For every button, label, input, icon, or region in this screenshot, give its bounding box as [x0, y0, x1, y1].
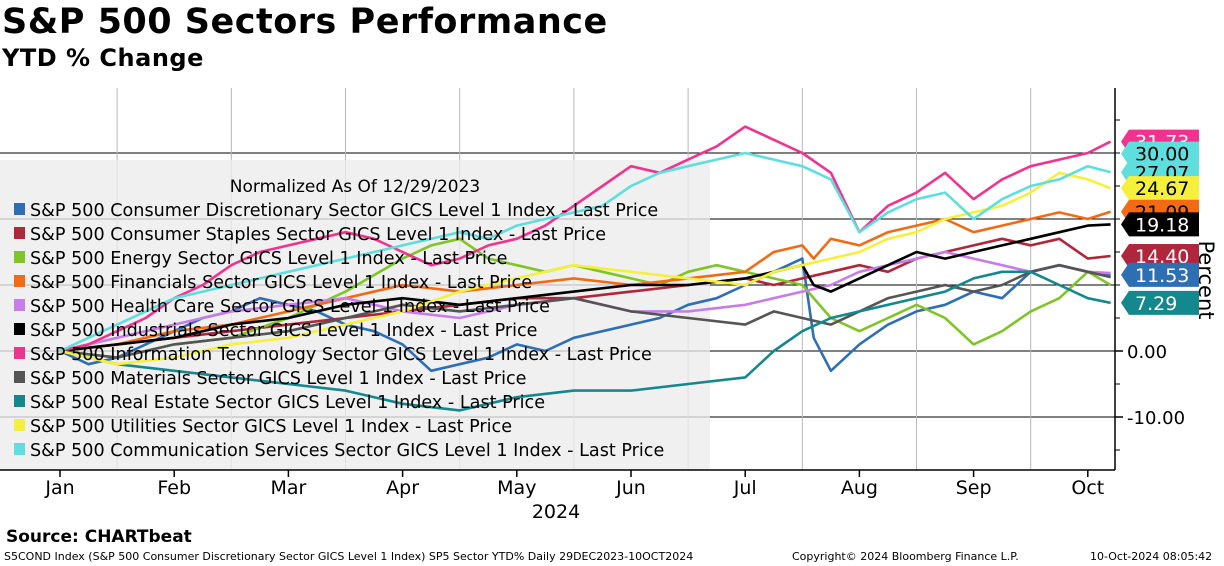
- legend-label: S&P 500 Consumer Staples Sector GICS Lev…: [30, 225, 606, 245]
- legend-label: S&P 500 Communication Services Sector GI…: [30, 441, 664, 461]
- legend-swatch: [14, 347, 25, 359]
- legend-swatch: [14, 419, 25, 431]
- legend-label: S&P 500 Utilities Sector GICS Level 1 In…: [30, 417, 512, 437]
- series-line-1: [59, 237, 1111, 353]
- series-line-7: [59, 263, 1111, 359]
- x-tick-label: Jan: [44, 477, 74, 499]
- source-note: Source: CHARTbeat: [6, 527, 192, 547]
- legend-label: S&P 500 Industrials Sector GICS Level 1 …: [30, 321, 538, 341]
- y-tick-label: 0.00: [1127, 342, 1167, 363]
- x-tick-label: Sep: [956, 477, 992, 499]
- plot-frame: [0, 88, 1116, 471]
- x-axis: Jan Feb Mar Apr May Jun Jul Aug Sep Oct 2024: [44, 470, 1104, 523]
- x-tick-label: Jun: [615, 477, 646, 499]
- last-price-value: 30.00: [1135, 144, 1189, 166]
- last-price-tag: [1121, 243, 1199, 268]
- legend-label: S&P 500 Health Care Sector GICS Level 1 …: [30, 297, 550, 317]
- series-line-6: [59, 125, 1112, 353]
- footer-copyright: Copyright© 2024 Bloomberg Finance L.P.: [792, 550, 1019, 563]
- last-price-tags: 31.7330.0027.0724.6721.0919.1814.4011.53…: [1121, 129, 1199, 315]
- last-price-tag: [1121, 290, 1199, 315]
- legend-swatch: [14, 275, 25, 287]
- legend-label: S&P 500 Information Technology Sector GI…: [30, 345, 652, 365]
- x-tick-label: Apr: [386, 477, 419, 499]
- legend-label: S&P 500 Consumer Discretionary Sector GI…: [30, 201, 658, 221]
- legend-label: S&P 500 Materials Sector GICS Level 1 In…: [30, 369, 526, 389]
- series-line-10: [59, 151, 1111, 353]
- legend-swatch: [14, 443, 25, 455]
- series-line-4: [59, 250, 1111, 353]
- x-tick-label: Feb: [157, 477, 191, 499]
- x-tick-label: Jul: [733, 477, 757, 499]
- series-line-8: [59, 270, 1111, 412]
- chart-subtitle: YTD % Change: [2, 44, 204, 72]
- last-price-tag: [1121, 141, 1199, 166]
- x-tick-label: May: [497, 477, 536, 499]
- legend-swatch: [14, 371, 25, 383]
- last-price-tag: [1121, 212, 1199, 237]
- x-tick-label: Aug: [841, 477, 878, 499]
- legend-swatch: [14, 203, 25, 215]
- chart-title: S&P 500 Sectors Performance: [2, 2, 608, 42]
- y-tick-label: -10.00: [1127, 408, 1185, 429]
- legend-label: S&P 500 Energy Sector GICS Level 1 Index…: [30, 249, 507, 269]
- series-line-2: [59, 237, 1112, 359]
- last-price-tag: [1121, 176, 1199, 201]
- legend-swatch: [14, 323, 25, 335]
- last-price-value: 14.40: [1135, 246, 1189, 268]
- x-tick-label: Oct: [1071, 477, 1104, 499]
- legend-swatch: [14, 299, 25, 311]
- last-price-value: 19.18: [1135, 214, 1189, 236]
- last-price-tag: [1121, 262, 1199, 287]
- legend-swatch: [14, 227, 25, 239]
- legend-label: S&P 500 Financials Sector GICS Level 1 I…: [30, 273, 532, 293]
- legend-label: S&P 500 Real Estate Sector GICS Level 1 …: [30, 393, 545, 413]
- footer-timestamp: 10-Oct-2024 08:05:42: [1090, 550, 1213, 563]
- series-line-0: [59, 257, 1111, 373]
- legend-swatch: [14, 395, 25, 407]
- series-line-9: [59, 171, 1112, 366]
- footer-index-info: S5COND Index (S&P 500 Consumer Discretio…: [4, 550, 694, 563]
- legend-swatch: [14, 251, 25, 263]
- series-line-3: [59, 210, 1111, 353]
- x-axis-year-label: 2024: [532, 501, 580, 523]
- legend-title: Normalized As Of 12/29/2023: [230, 177, 480, 197]
- legend: Normalized As Of 12/29/2023 S&P 500 Consu…: [14, 177, 664, 461]
- last-price-value: 11.53: [1135, 265, 1189, 287]
- last-price-value: 24.67: [1135, 178, 1189, 200]
- series-lines: [59, 125, 1112, 412]
- x-tick-label: Mar: [270, 477, 306, 499]
- last-price-value: 7.29: [1135, 293, 1177, 315]
